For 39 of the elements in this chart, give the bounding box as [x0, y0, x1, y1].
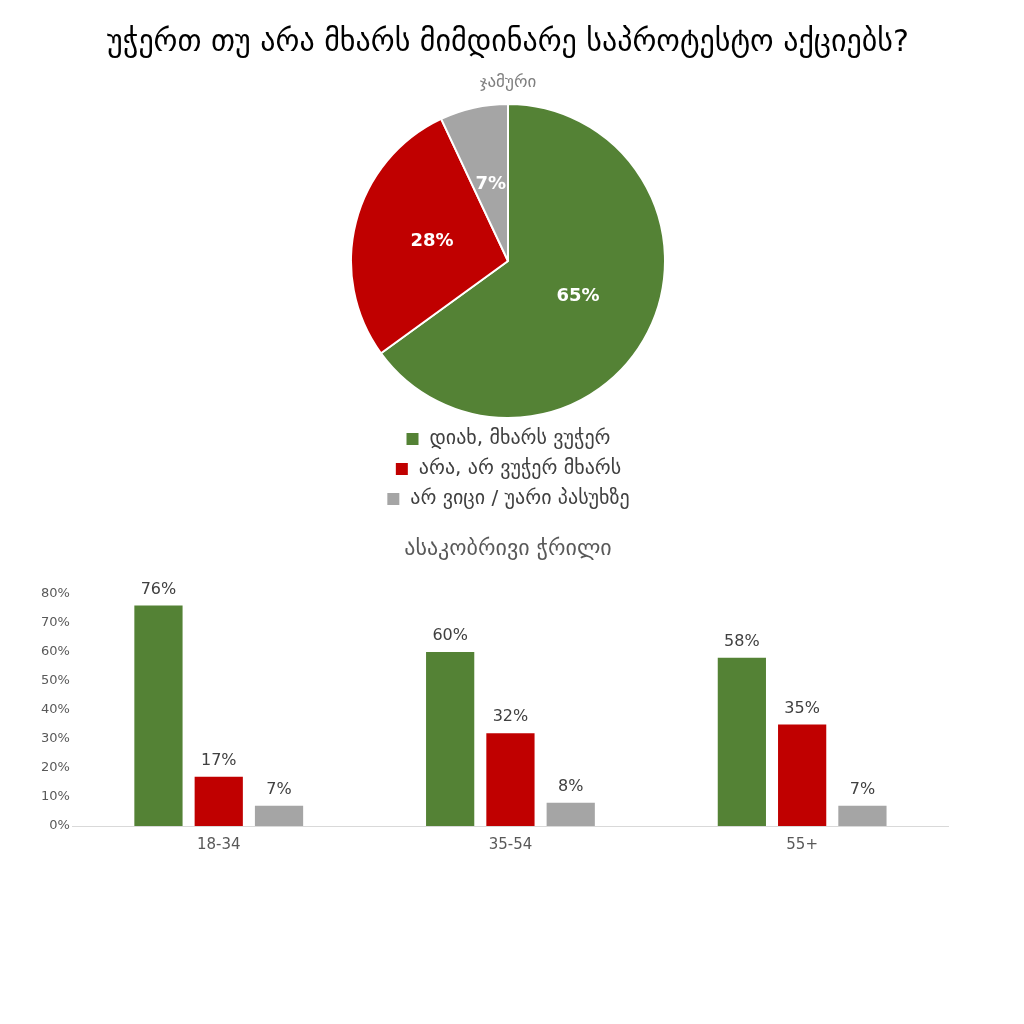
y-tick-label: 60%: [40, 643, 70, 659]
data-label: 28%: [410, 229, 454, 251]
y-tick-label: 80%: [40, 585, 70, 601]
y-tick-label: 40%: [40, 701, 70, 717]
bar: [717, 657, 766, 826]
y-tick-label: 70%: [40, 614, 70, 630]
data-label: 35%: [784, 697, 820, 717]
legend-label: არა, არ ვუჭერ მხარს: [418, 455, 622, 480]
data-label: 7%: [475, 172, 507, 194]
x-tick-label: 18-34: [196, 834, 241, 853]
x-tick-label: 55+: [786, 834, 818, 853]
data-label: 8%: [558, 775, 584, 795]
data-label: 7%: [266, 778, 292, 798]
bar: [194, 776, 243, 826]
chart-title: უჭერთ თუ არა მხარს მიმდინარე საპროტესტო აქციებს?: [107, 22, 909, 60]
bar: [546, 802, 595, 826]
y-tick-label: 30%: [40, 730, 70, 746]
data-label: 32%: [492, 706, 529, 726]
bar: [426, 652, 475, 826]
data-label: 17%: [200, 749, 237, 769]
y-tick-label: 20%: [40, 759, 70, 775]
data-label: 65%: [556, 284, 600, 306]
data-label: 76%: [140, 578, 177, 598]
x-tick-label: 35-54: [488, 834, 533, 853]
data-label: 7%: [849, 778, 876, 798]
legend-label: დიახ, მხარს ვუჭერ: [429, 425, 611, 450]
data-label: 58%: [724, 630, 760, 650]
bar: [778, 724, 827, 826]
y-tick-label: 0%: [49, 817, 70, 833]
bar: [254, 805, 304, 826]
y-tick-label: 50%: [40, 672, 70, 688]
legend-label: არ ვიცი / უარი პასუხზე: [410, 485, 630, 510]
data-label: 60%: [432, 625, 468, 645]
y-tick-label: 10%: [40, 788, 70, 804]
bar: [838, 805, 887, 826]
bar: [134, 605, 183, 826]
chart-title: ასაკობრივი ჭრილი: [404, 534, 612, 562]
bar: [486, 733, 535, 826]
chart-subtitle: ჯამური: [479, 71, 537, 91]
